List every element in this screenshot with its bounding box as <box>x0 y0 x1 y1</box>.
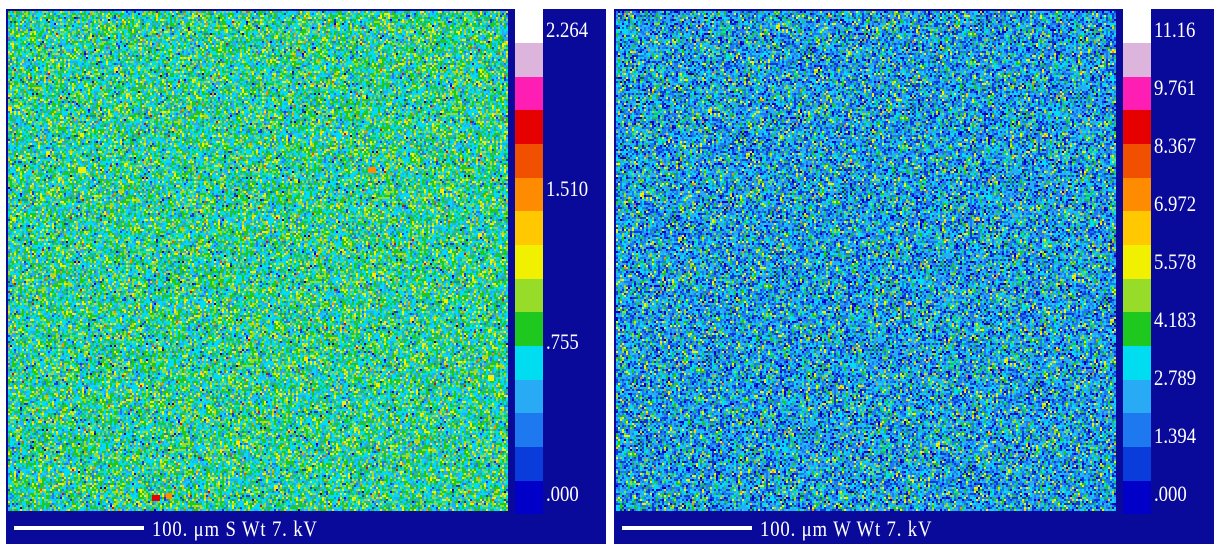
w-colorbar-label-5: 4.183 <box>1154 307 1197 332</box>
colorbar-segment <box>515 42 543 77</box>
s-concentration-map <box>8 11 508 511</box>
colorbar-segment <box>1123 446 1151 481</box>
s-colorbar-label-mid1: .755 <box>546 329 579 354</box>
colorbar-segment <box>515 345 543 380</box>
colorbar-segment <box>1123 379 1151 414</box>
colorbar-segment <box>1123 42 1151 77</box>
w-concentration-map <box>616 11 1116 511</box>
colorbar-segment <box>1123 143 1151 178</box>
colorbar-segment <box>515 244 543 279</box>
w-colorbar-label-0: 11.16 <box>1154 17 1196 42</box>
s-scale-label: 100. μm S Wt 7. kV <box>152 516 318 541</box>
w-scale-label: 100. μm W Wt 7. kV <box>760 516 933 541</box>
w-colorbar-label-2: 8.367 <box>1154 133 1197 158</box>
colorbar-segment <box>1123 211 1151 245</box>
colorbar-segment <box>1123 9 1151 43</box>
colorbar-segment <box>1123 110 1151 144</box>
colorbar-segment <box>515 9 543 43</box>
colorbar-segment <box>515 76 543 111</box>
s-colorbar <box>515 9 543 515</box>
w-colorbar-label-8: .000 <box>1154 481 1187 506</box>
w-colorbar-label-6: 2.789 <box>1154 365 1197 390</box>
colorbar-segment <box>1123 312 1151 346</box>
colorbar-segment <box>1123 345 1151 380</box>
w-colorbar-label-4: 5.578 <box>1154 249 1197 274</box>
s-map-panel: 2.264 1.510 .755 .000 100. μm S Wt 7. kV <box>6 9 606 544</box>
colorbar-segment <box>515 413 543 447</box>
colorbar-segment <box>515 379 543 414</box>
colorbar-segment <box>515 278 543 313</box>
colorbar-segment <box>1123 413 1151 447</box>
colorbar-segment <box>1123 177 1151 212</box>
colorbar-segment <box>1123 244 1151 279</box>
s-colorbar-label-min: .000 <box>546 481 579 506</box>
w-colorbar-label-7: 1.394 <box>1154 423 1197 448</box>
w-scale-bar <box>622 526 752 530</box>
colorbar-segment <box>515 177 543 212</box>
colorbar-segment <box>515 480 543 515</box>
colorbar-segment <box>1123 278 1151 313</box>
colorbar-segment <box>1123 480 1151 515</box>
w-colorbar <box>1123 9 1151 515</box>
s-colorbar-label-max: 2.264 <box>546 17 589 42</box>
s-colorbar-label-mid2: 1.510 <box>546 176 589 201</box>
colorbar-segment <box>515 312 543 346</box>
w-colorbar-label-1: 9.761 <box>1154 75 1197 100</box>
colorbar-segment <box>515 110 543 144</box>
s-scalebar-strip: 100. μm S Wt 7. kV <box>6 514 516 544</box>
colorbar-segment <box>515 143 543 178</box>
w-colorbar-label-3: 6.972 <box>1154 191 1197 216</box>
colorbar-segment <box>1123 76 1151 111</box>
w-map-panel: 11.16 9.761 8.367 6.972 5.578 4.183 2.78… <box>614 9 1214 544</box>
w-scalebar-strip: 100. μm W Wt 7. kV <box>614 514 1124 544</box>
colorbar-segment <box>515 446 543 481</box>
colorbar-segment <box>515 211 543 245</box>
s-scale-bar <box>14 526 144 530</box>
